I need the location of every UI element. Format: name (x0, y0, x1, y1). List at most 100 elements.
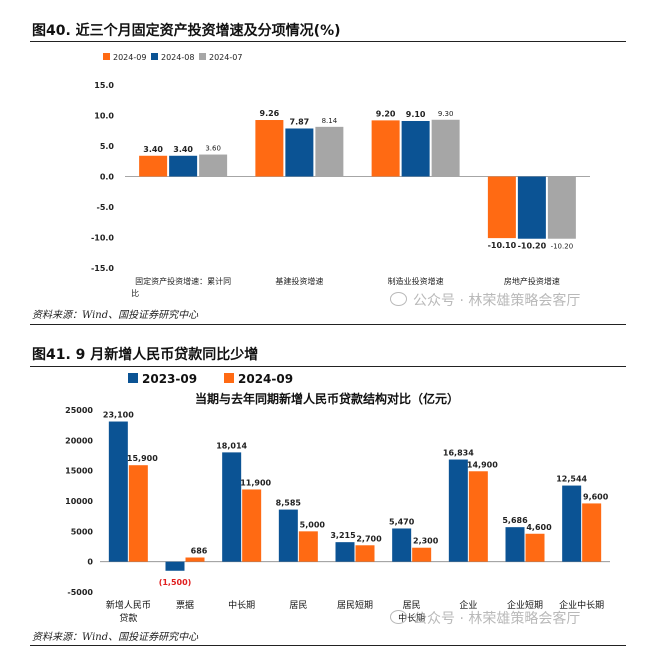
legend-label-2024-08: 2024-08 (161, 53, 194, 62)
data-label: 16,834 (443, 449, 474, 458)
x-tick-label: 居民短期 (337, 599, 373, 611)
data-label: 686 (191, 547, 208, 556)
data-label: 9.10 (406, 110, 426, 119)
data-label: 12,544 (556, 475, 587, 484)
x-tick-label: 制造业投资增速 (388, 276, 444, 286)
y-tick-label: -5.0 (97, 203, 115, 212)
wechat-icon (390, 292, 407, 306)
data-label: 7.87 (290, 117, 310, 126)
x-tick-label: 票据 (176, 599, 194, 611)
data-label: 3.40 (173, 145, 193, 154)
bar-2024-09 (139, 155, 168, 177)
data-label: -10.20 (551, 243, 574, 251)
data-label: 5,000 (300, 520, 326, 529)
y-tick-label: 20000 (65, 436, 93, 445)
figure40-title-rule (30, 41, 626, 42)
data-label: 3.60 (205, 145, 221, 153)
legend-swatch-2024-09 (103, 53, 110, 60)
data-label: 9.30 (438, 110, 454, 118)
bar-2024-07 (547, 176, 576, 239)
data-label: (1,500) (159, 578, 192, 587)
y-tick-label: 15.0 (94, 81, 114, 90)
data-label: 8,585 (276, 499, 302, 508)
x-tick-label-wrap: 比 (131, 288, 139, 298)
y-tick-label: 0.0 (100, 173, 115, 182)
bar-2024-09 (298, 531, 318, 562)
data-label: 5,686 (502, 516, 528, 525)
x-tick-label: 居民 (289, 600, 307, 611)
data-label: 9.26 (260, 109, 280, 118)
y-tick-label: 25000 (65, 406, 93, 415)
bar-2024-09 (355, 545, 375, 562)
figure40-bottom-rule (30, 324, 626, 325)
data-label: 5,470 (389, 517, 415, 526)
data-label: 14,900 (467, 460, 498, 469)
bar-2024-09 (468, 471, 488, 562)
legend-swatch-2024-08 (151, 53, 158, 60)
figure41-source: 资料来源：Wind、国投证券研究中心 (32, 632, 199, 643)
bar-2024-09 (525, 533, 545, 562)
data-label: 11,900 (240, 478, 271, 487)
bar-2024-07 (199, 154, 228, 177)
figure41-title: 图41. 9 月新增人民币贷款同比少增 (32, 347, 259, 363)
y-tick-label: -5000 (67, 588, 93, 597)
bar-2024-08 (401, 120, 430, 177)
x-tick-label: 中长期 (228, 599, 255, 611)
figure40-source: 资料来源：Wind、国投证券研究中心 (32, 310, 199, 321)
bar-2024-09 (185, 557, 205, 562)
data-label: 4,600 (526, 523, 552, 532)
x-tick-label: 固定资产投资增速：累计同 (135, 276, 231, 286)
watermark-text: 公众号 · 林荣雄策略会客厅 (413, 293, 581, 309)
data-label: 2,700 (356, 534, 382, 543)
x-tick-label: 居民 (403, 600, 421, 611)
bar-2024-09 (242, 489, 262, 562)
x-tick-label: 房地产投资增速 (504, 276, 560, 286)
watermark-top: 公众号 · 林荣雄策略会客厅 (390, 290, 580, 310)
y-tick-label: 15000 (65, 467, 93, 476)
y-tick-label: 5000 (71, 527, 94, 536)
legend-label-2023-09: 2023-09 (142, 372, 197, 386)
bar-2024-09 (255, 120, 284, 177)
x-tick-label: 企业 (459, 599, 477, 611)
bar-2023-09 (108, 421, 128, 562)
bar-2024-07 (431, 119, 460, 177)
y-tick-label: 0 (87, 558, 93, 567)
legend-swatch-2024-07 (199, 53, 206, 60)
data-label: 2,300 (413, 537, 439, 546)
x-tick-label: 新增人民币 (106, 599, 151, 611)
bar-2023-09 (278, 509, 298, 562)
watermark-text: 公众号 · 林荣雄策略会客厅 (413, 611, 581, 627)
figure41-title-rule (30, 366, 626, 367)
bar-2023-09 (392, 528, 412, 562)
data-label: 3,215 (330, 531, 356, 540)
data-label: -10.10 (488, 241, 517, 250)
bar-2024-08 (285, 128, 314, 177)
wechat-icon (390, 610, 407, 624)
bar-2024-09 (128, 465, 148, 562)
legend-label-2024-07: 2024-07 (209, 53, 242, 62)
bar-2024-07 (315, 126, 344, 177)
legend-label-2024-09: 2024-09 (113, 53, 146, 62)
bar-2023-09 (562, 485, 582, 562)
x-tick-label-wrap: 贷款 (119, 612, 137, 624)
data-label: 18,014 (216, 441, 247, 450)
data-label: 3.40 (143, 145, 163, 154)
bar-2024-09 (412, 547, 432, 562)
data-label: 23,100 (103, 411, 134, 420)
data-label: 15,900 (127, 454, 158, 463)
data-label: 8.14 (322, 117, 338, 125)
data-label: 9.20 (376, 109, 396, 118)
bar-2024-08 (517, 176, 546, 239)
bar-2024-09 (487, 176, 516, 239)
legend-label-2024-09: 2024-09 (238, 372, 293, 386)
figure40-title: 图40. 近三个月固定资产投资增速及分项情况(%) (32, 23, 341, 39)
bar-2024-09 (582, 503, 602, 562)
y-tick-label: 5.0 (100, 142, 115, 151)
bar-2024-09 (371, 120, 400, 177)
legend-swatch-2024-09 (224, 373, 234, 383)
data-label: -10.20 (518, 242, 547, 251)
y-tick-label: 10000 (65, 497, 93, 506)
x-tick-label: 企业中长期 (559, 599, 604, 611)
